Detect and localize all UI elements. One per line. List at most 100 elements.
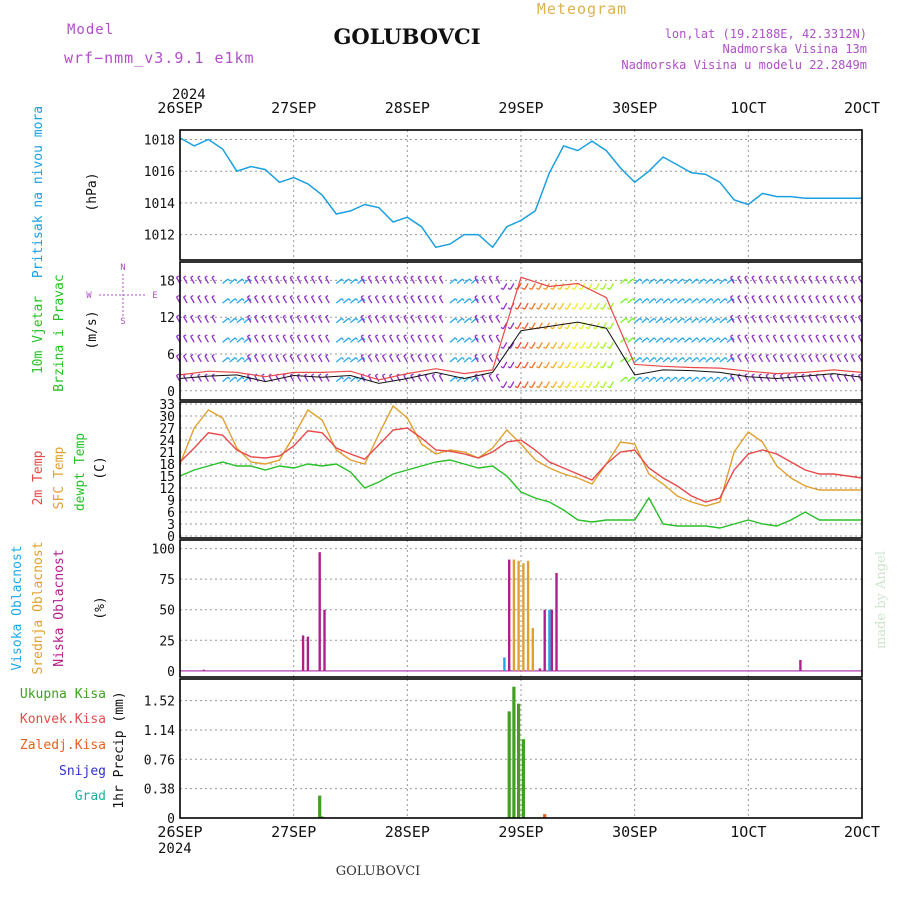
wind-barb-flag xyxy=(578,385,582,389)
wind-barb-flag xyxy=(417,275,421,278)
wind-barb-flag xyxy=(660,376,664,380)
wind-barb xyxy=(229,376,236,383)
wind-barb-flag xyxy=(348,317,352,321)
cloud-bar-mid xyxy=(512,559,516,671)
wind-barb-flag xyxy=(599,385,604,389)
wind-barb-flag xyxy=(304,275,308,278)
wind-barb xyxy=(403,277,408,284)
wind-barb-flag xyxy=(254,334,258,337)
wind-barb-flag xyxy=(183,334,187,337)
wind-barb-flag xyxy=(461,337,465,341)
wind-barb xyxy=(403,335,408,343)
wind-barb-flag xyxy=(417,353,421,357)
y-tick-label: 27 xyxy=(159,422,175,437)
wind-barb xyxy=(389,277,394,284)
wind-barb-flag xyxy=(318,275,322,278)
wind-barb xyxy=(634,357,641,363)
wind-barb xyxy=(261,355,266,363)
wind-barb-flag xyxy=(500,385,504,389)
wind-barb xyxy=(449,376,456,383)
wind-barb-flag xyxy=(289,334,293,337)
wind-barb xyxy=(396,355,401,363)
y-tick-label: 15 xyxy=(159,470,175,485)
wind-barb xyxy=(808,355,813,363)
wind-barb-flag xyxy=(410,295,414,298)
wind-barb-flag xyxy=(190,334,194,337)
wind-barb-flag xyxy=(543,346,547,349)
wind-barb-flag xyxy=(282,314,286,318)
wind-barb xyxy=(744,296,749,304)
wind-barb-flag xyxy=(843,295,848,298)
wind-barb-flag xyxy=(410,353,414,357)
wind-barb-flag xyxy=(730,275,734,278)
wind-barb-flag xyxy=(241,317,245,321)
wind-barb xyxy=(236,357,243,363)
wind-barb-flag xyxy=(528,326,533,330)
wind-barb xyxy=(474,335,479,343)
wind-barb-flag xyxy=(592,287,596,291)
wind-barb-flag xyxy=(461,357,465,361)
wind-barb-flag xyxy=(592,346,596,349)
wind-barb xyxy=(516,322,522,330)
wind-barb xyxy=(602,381,607,389)
wind-barb xyxy=(587,322,593,330)
wind-barb-flag xyxy=(296,314,301,318)
wind-barb-flag xyxy=(481,314,485,318)
wind-barb-flag xyxy=(241,298,245,302)
wind-barb-flag xyxy=(801,353,805,357)
wind-barb-flag xyxy=(751,334,755,337)
cloud-bar-low xyxy=(543,609,546,671)
wind-barb xyxy=(737,335,742,343)
wind-barb-flag xyxy=(282,373,286,377)
wind-barb xyxy=(620,298,627,304)
wind-barb-flag xyxy=(787,314,791,318)
wind-barb xyxy=(758,296,764,304)
wind-barb-flag xyxy=(599,287,604,291)
wind-barb-flag xyxy=(325,334,329,337)
wind-barb-flag xyxy=(476,357,479,361)
wind-barb xyxy=(815,375,820,382)
wind-barb xyxy=(836,277,842,284)
wind-barb-flag xyxy=(362,317,366,321)
wind-barb xyxy=(502,381,508,389)
wind-barb-flag xyxy=(521,287,525,291)
wind-barb xyxy=(843,316,849,324)
wind-barb-flag xyxy=(311,275,315,278)
wind-barb xyxy=(246,316,252,324)
cloud-bar-high xyxy=(503,657,506,671)
wind-barb xyxy=(822,277,828,284)
wind-barb xyxy=(683,298,691,304)
wind-barb xyxy=(183,355,188,363)
wind-barb-flag xyxy=(780,334,784,337)
precip-bar-total xyxy=(517,703,521,818)
wind-barb xyxy=(335,356,343,363)
wind-barb xyxy=(424,296,430,304)
wind-barb xyxy=(222,278,229,284)
wind-barb-flag xyxy=(794,353,798,357)
wind-barb-flag xyxy=(639,357,643,361)
wind-barb xyxy=(794,296,799,304)
wind-barb xyxy=(282,296,288,304)
wind-barb xyxy=(456,317,463,324)
wind-barb xyxy=(609,381,614,389)
wind-barb-flag xyxy=(474,295,478,298)
wind-barb xyxy=(641,317,648,324)
wind-barb-flag xyxy=(275,314,279,318)
wind-barb-flag xyxy=(439,314,443,318)
wind-barb-flag xyxy=(197,373,201,377)
y-tick-label: 12 xyxy=(159,482,175,497)
wind-barb-flag xyxy=(197,353,201,357)
wind-barb-flag xyxy=(724,357,728,361)
wind-barb-flag xyxy=(417,373,421,377)
top-date-label: 1OCT xyxy=(730,99,766,117)
wind-barb xyxy=(381,277,387,284)
wind-barb xyxy=(662,317,669,324)
wind-barb-flag xyxy=(696,317,700,321)
y-tick-label: 9 xyxy=(167,494,175,509)
wind-barb-flag xyxy=(724,376,728,380)
wind-barb-flag xyxy=(268,373,272,377)
wind-barb xyxy=(389,335,394,343)
wind-barb xyxy=(634,298,641,304)
wind-barb-flag xyxy=(543,366,547,369)
